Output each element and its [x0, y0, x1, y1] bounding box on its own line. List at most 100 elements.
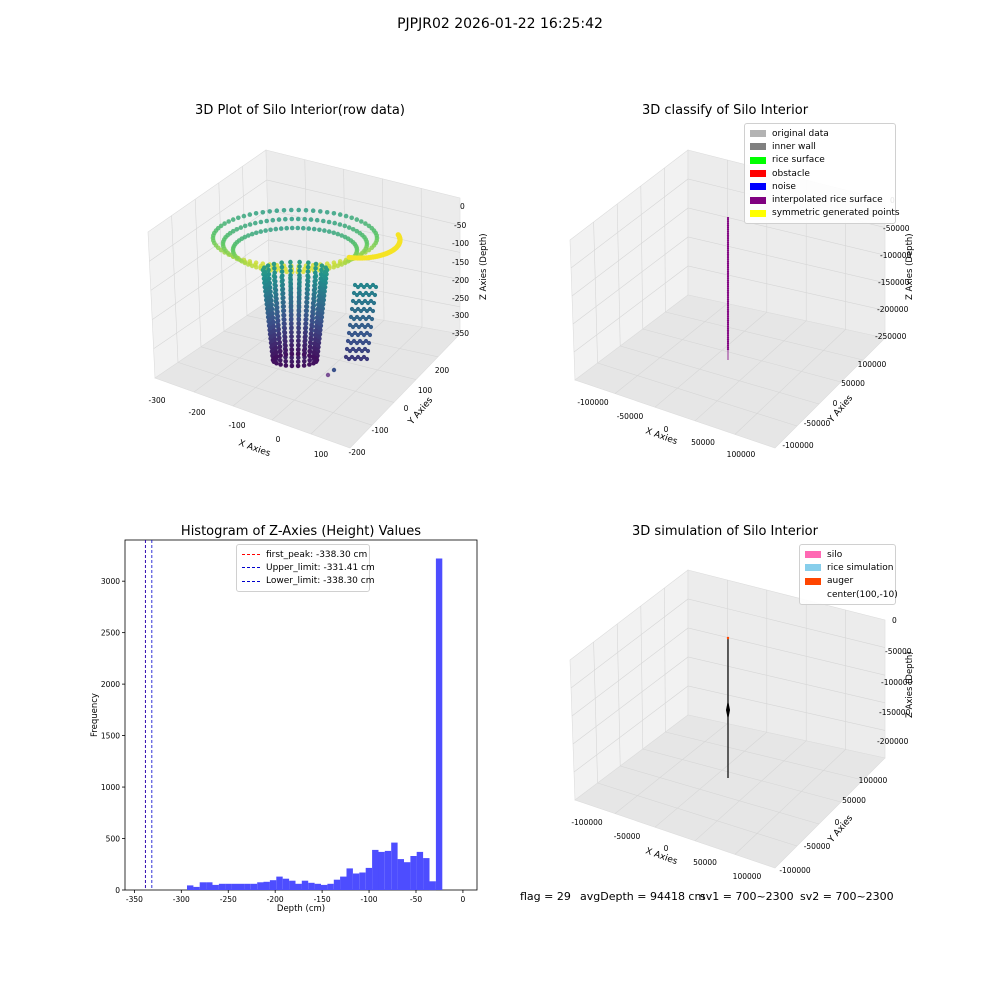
raw-point	[304, 286, 310, 292]
raw-point	[295, 363, 301, 369]
gridline	[271, 320, 385, 421]
raw-point	[318, 272, 324, 277]
raw-point	[322, 228, 327, 233]
raw-ytick: -200	[348, 448, 365, 457]
raw-point	[321, 287, 326, 292]
raw-point	[289, 359, 295, 364]
gridline	[177, 362, 373, 426]
raw-point	[313, 261, 319, 267]
classify-xtick: -50000	[617, 412, 644, 421]
raw-point	[281, 308, 287, 314]
raw-point	[281, 304, 286, 309]
legend-label: rice surface	[772, 155, 825, 166]
auger-blade	[726, 700, 730, 720]
raw-point	[318, 312, 323, 318]
raw-point	[273, 341, 278, 346]
raw-point	[316, 330, 322, 335]
raw-point	[344, 346, 350, 352]
raw-point	[281, 312, 287, 318]
raw-point	[351, 290, 357, 296]
raw-point	[296, 281, 302, 287]
raw-point	[296, 286, 302, 291]
raw-point	[304, 304, 309, 309]
raw-ztick: -200	[452, 276, 469, 285]
simulation-xtick: -100000	[571, 818, 603, 827]
classify-legend: original data inner wall rice surface obsta…	[744, 123, 900, 225]
raw-point	[315, 343, 320, 348]
raw-tick-labels: -300 -200 -100 0 100 -200 -100 0 100 200…	[148, 202, 469, 459]
gridline	[382, 178, 385, 321]
legend-swatch	[750, 196, 766, 204]
histogram-legend: first_peak: -338.30 cm Upper_limit: -331.…	[236, 544, 375, 592]
legend-label: symmetric generated points	[772, 208, 900, 219]
raw-point	[230, 217, 236, 222]
raw-point	[289, 321, 294, 326]
raw-zlabel: Z Axies (Depth)	[479, 233, 489, 300]
raw-point	[342, 260, 348, 266]
raw-point	[283, 339, 288, 344]
legend-swatch	[750, 156, 766, 164]
raw-point	[295, 225, 301, 231]
raw-point	[296, 329, 301, 335]
raw-point	[304, 291, 310, 296]
histogram-bar	[308, 882, 315, 890]
legend-item: Lower_limit: -338.30 cm	[242, 575, 374, 588]
raw-point	[332, 220, 337, 226]
raw-point	[361, 306, 367, 312]
raw-point	[296, 343, 301, 348]
histogram-bar	[257, 882, 264, 890]
gridline	[310, 326, 423, 435]
raw-point	[342, 223, 348, 229]
raw-xtick: -100	[228, 421, 245, 430]
raw-point	[354, 314, 360, 320]
raw-point	[347, 322, 353, 328]
raw-point	[272, 332, 277, 338]
raw-point	[311, 296, 316, 302]
raw-point	[314, 217, 320, 223]
classify-ztick: -100000	[880, 251, 912, 260]
raw-point	[321, 282, 327, 288]
legend-item: first_peak: -338.30 cm	[242, 548, 368, 561]
raw-point	[253, 220, 258, 226]
raw-point	[296, 312, 301, 317]
pane-floor	[574, 294, 886, 449]
raw-point	[331, 367, 337, 373]
raw-point	[366, 314, 372, 320]
histogram-chart: -350 -300 -250 -200 -150 -100 -50 0 0 500 1000 1500…	[90, 539, 478, 914]
raw-point	[296, 316, 301, 322]
raw-point	[360, 292, 366, 298]
raw-point	[354, 245, 360, 251]
classify-xtick: 100000	[727, 450, 756, 459]
legend-label: first_peak: -338.30 cm	[266, 549, 368, 560]
raw-point	[275, 318, 281, 323]
legend-item: rice surface	[750, 154, 890, 167]
histogram-xtick-label: -100	[361, 895, 378, 904]
raw-point	[311, 287, 317, 293]
raw-point	[289, 207, 294, 213]
raw-point	[355, 284, 361, 290]
raw-point	[356, 298, 362, 304]
raw-point	[242, 234, 248, 240]
raw-point	[267, 280, 272, 286]
raw-point	[296, 207, 301, 213]
raw-point	[288, 303, 294, 309]
gridline	[593, 641, 598, 784]
raw-point	[284, 225, 289, 231]
raw-point	[359, 300, 365, 306]
gridline	[223, 330, 417, 380]
classify-ytick: 50000	[841, 379, 865, 388]
raw-point	[362, 298, 368, 304]
legend-item: auger	[805, 575, 890, 588]
raw-point	[281, 208, 287, 213]
raw-point	[279, 260, 284, 265]
raw-point	[253, 211, 259, 216]
raw-ztick: 0	[460, 202, 465, 211]
raw-point	[289, 363, 295, 369]
raw-point	[288, 290, 294, 295]
raw-point	[295, 351, 301, 357]
gridline	[572, 656, 886, 745]
classify-xtick: -100000	[577, 398, 609, 407]
raw-point	[352, 330, 358, 336]
raw-point	[361, 284, 367, 290]
histogram-bars	[187, 558, 443, 891]
